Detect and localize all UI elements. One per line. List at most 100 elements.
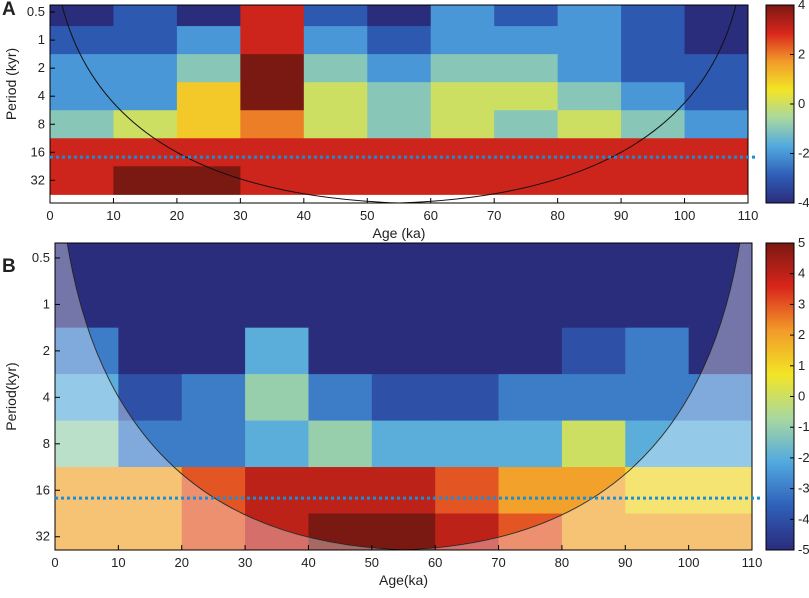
y-tick-label: 8 bbox=[43, 436, 50, 451]
heat-cell bbox=[494, 82, 559, 111]
heat-cell bbox=[561, 513, 626, 550]
heat-cell bbox=[688, 327, 752, 375]
heat-cell bbox=[430, 82, 495, 111]
x-tick-label: 90 bbox=[618, 555, 632, 570]
heat-cell bbox=[176, 82, 241, 111]
x-tick-label: 60 bbox=[423, 208, 437, 223]
heat-cell bbox=[435, 420, 500, 468]
colorbar-tick-label: 0 bbox=[798, 389, 805, 404]
heat-cell bbox=[303, 5, 368, 27]
heat-cell bbox=[118, 327, 183, 375]
x-tick-label: 30 bbox=[238, 555, 252, 570]
heat-cell bbox=[557, 166, 622, 195]
x-tick-label: 100 bbox=[678, 555, 700, 570]
y-tick-label: 2 bbox=[38, 60, 45, 75]
colorbar-tick-label: 4 bbox=[798, 0, 805, 12]
heat-cell bbox=[494, 138, 559, 167]
heat-cell bbox=[181, 467, 246, 515]
colorbar-tick-label: -4 bbox=[798, 195, 809, 210]
heat-cell bbox=[303, 110, 368, 139]
y-tick-label: 8 bbox=[38, 116, 45, 131]
heat-cell bbox=[308, 374, 373, 422]
colorbar-tick-label: 2 bbox=[798, 47, 805, 62]
heat-cell bbox=[498, 374, 563, 422]
heat-cell bbox=[435, 327, 500, 375]
heat-cell bbox=[688, 467, 752, 515]
heat-cell bbox=[498, 281, 563, 329]
heat-cell bbox=[240, 26, 305, 55]
heat-cell bbox=[181, 513, 246, 550]
heatmap bbox=[55, 243, 752, 550]
heat-cell bbox=[430, 5, 495, 27]
heat-cell bbox=[435, 513, 500, 550]
heat-cell bbox=[557, 5, 622, 27]
heat-cell bbox=[176, 138, 241, 167]
heat-cell bbox=[625, 281, 690, 329]
heat-cell bbox=[688, 374, 752, 422]
colorbar bbox=[765, 242, 795, 551]
heat-cell bbox=[303, 138, 368, 167]
colorbar bbox=[765, 4, 795, 204]
y-tick-label: 4 bbox=[43, 389, 50, 404]
heat-cell bbox=[308, 513, 373, 550]
heat-cell bbox=[113, 166, 178, 195]
y-axis-label: Period(kyr) bbox=[3, 362, 19, 430]
heat-cell bbox=[55, 513, 119, 550]
heat-cell bbox=[621, 26, 686, 55]
x-axis-label: Age (ka) bbox=[373, 225, 426, 241]
colorbar-tick-label: 3 bbox=[798, 296, 805, 311]
x-tick-label: 40 bbox=[301, 555, 315, 570]
heat-cell bbox=[688, 513, 752, 550]
heat-cell bbox=[55, 327, 119, 375]
heat-cell bbox=[557, 138, 622, 167]
heatmap bbox=[50, 5, 748, 203]
heat-cell bbox=[50, 54, 114, 83]
heat-cell bbox=[308, 420, 373, 468]
heat-cell bbox=[430, 54, 495, 83]
heat-cell bbox=[494, 26, 559, 55]
heat-cell bbox=[367, 5, 432, 27]
colorbar-tick-label: 1 bbox=[798, 358, 805, 373]
heat-cell bbox=[621, 166, 686, 195]
heat-cell bbox=[494, 110, 559, 139]
heat-cell bbox=[498, 420, 563, 468]
heat-cell bbox=[308, 327, 373, 375]
y-tick-label: 1 bbox=[38, 32, 45, 47]
heat-cell bbox=[561, 374, 626, 422]
heat-cell bbox=[371, 420, 436, 468]
heat-cell bbox=[303, 26, 368, 55]
heat-cell bbox=[684, 26, 748, 55]
heat-cell bbox=[435, 374, 500, 422]
heat-cell bbox=[118, 513, 183, 550]
heat-cell bbox=[50, 138, 114, 167]
heat-cell bbox=[240, 166, 305, 195]
x-tick-label: 0 bbox=[46, 208, 53, 223]
colorbar-tick-label: 0 bbox=[798, 96, 805, 111]
colorbar-tick-label: -1 bbox=[798, 419, 809, 434]
colorbar-tick-label: -5 bbox=[798, 542, 809, 557]
heat-cell bbox=[367, 138, 432, 167]
colorbar-tick-label: -2 bbox=[798, 146, 809, 161]
x-axis-label: Age(ka) bbox=[379, 572, 428, 588]
heat-cell bbox=[557, 82, 622, 111]
heat-cell bbox=[625, 420, 690, 468]
heat-cell bbox=[621, 138, 686, 167]
heat-cell bbox=[367, 166, 432, 195]
heat-cell bbox=[303, 54, 368, 83]
heat-cell bbox=[435, 281, 500, 329]
y-tick-label: 16 bbox=[31, 144, 45, 159]
heat-cell bbox=[176, 26, 241, 55]
heat-cell bbox=[113, 82, 178, 111]
heat-cell bbox=[494, 166, 559, 195]
heat-cell bbox=[245, 281, 309, 329]
heat-cell bbox=[50, 110, 114, 139]
heat-cell bbox=[113, 110, 178, 139]
y-tick-label: 2 bbox=[43, 343, 50, 358]
heat-cell bbox=[494, 54, 559, 83]
heat-cell bbox=[50, 5, 114, 27]
heat-cell bbox=[303, 166, 368, 195]
y-tick-label: 16 bbox=[36, 482, 50, 497]
plot-frame bbox=[49, 4, 749, 204]
heat-cell bbox=[561, 467, 626, 515]
panel-label: A bbox=[2, 0, 16, 20]
